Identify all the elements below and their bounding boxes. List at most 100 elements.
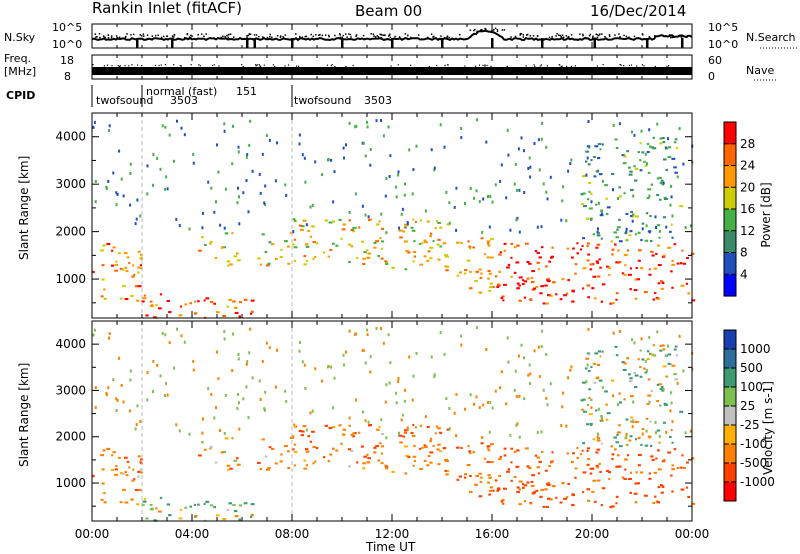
- velocity-cell: [618, 392, 621, 395]
- velocity-cell: [363, 455, 367, 458]
- velocity-cell: [364, 419, 367, 423]
- power-cell: [125, 270, 129, 273]
- velocity-cell: [529, 372, 532, 376]
- noise-search-dot: [229, 33, 232, 35]
- noise-search-dot: [233, 36, 235, 38]
- velocity-cell: [112, 451, 116, 454]
- power-cell: [445, 269, 449, 272]
- velocity-cell: [662, 421, 666, 424]
- velocity-cell: [210, 504, 214, 507]
- power-cell: [389, 154, 392, 158]
- power-cell: [487, 269, 491, 272]
- power-cell: [201, 236, 204, 239]
- velocity-cell: [443, 352, 446, 356]
- power-cell: [343, 156, 345, 160]
- power-cell: [563, 294, 567, 297]
- noise-search-dot: [510, 36, 512, 38]
- power-cell: [657, 264, 662, 267]
- noise-search-dot: [227, 34, 230, 36]
- velocity-cell: [611, 458, 614, 461]
- colorbar-tick-label: 100: [740, 380, 763, 394]
- power-cell: [654, 215, 657, 219]
- power-cell: [94, 200, 97, 204]
- power-cell: [348, 121, 351, 125]
- power-cell: [503, 283, 507, 286]
- power-cell: [354, 125, 357, 129]
- velocity-cell: [307, 435, 311, 438]
- power-cell: [494, 183, 497, 187]
- power-cell: [479, 276, 483, 279]
- noise-search-dot: [186, 33, 189, 35]
- velocity-cell: [385, 436, 388, 440]
- velocity-cell: [647, 394, 652, 397]
- velocity-cell: [561, 405, 564, 409]
- velocity-cell: [598, 462, 601, 465]
- nave-dot: [213, 64, 215, 66]
- power-cell: [565, 292, 569, 295]
- noise-search-dot: [623, 34, 625, 37]
- noise-search-dot: [104, 36, 106, 39]
- velocity-cell: [481, 436, 484, 439]
- velocity-cell: [541, 450, 544, 453]
- power-cell: [656, 177, 659, 180]
- power-cell: [536, 261, 540, 264]
- power-cell: [576, 252, 579, 255]
- noise-search-dot: [690, 36, 693, 38]
- noise-search-dot: [376, 35, 378, 37]
- power-cell: [303, 255, 307, 258]
- velocity-cell: [500, 500, 504, 503]
- velocity-cell: [136, 404, 139, 408]
- power-cell: [581, 244, 584, 247]
- velocity-cell: [628, 439, 632, 442]
- power-cell: [448, 221, 451, 225]
- power-cell: [119, 267, 123, 270]
- velocity-cell: [671, 490, 674, 493]
- nave-dot: [259, 65, 262, 68]
- power-cell: [513, 271, 517, 274]
- velocity-cell: [676, 381, 679, 385]
- power-cell: [323, 251, 326, 254]
- power-cell: [547, 294, 551, 297]
- power-cell: [670, 223, 673, 226]
- power-cell: [671, 263, 675, 266]
- velocity-cell: [492, 489, 495, 492]
- velocity-cell: [582, 398, 586, 401]
- velocity-cell: [534, 454, 538, 457]
- velocity-cell: [622, 368, 627, 371]
- power-cell: [474, 279, 478, 282]
- velocity-cell: [405, 454, 410, 457]
- velocity-cell: [192, 368, 195, 372]
- velocity-cell: [227, 468, 230, 471]
- power-cell: [676, 175, 679, 179]
- nave-dot: [103, 65, 105, 67]
- colorbar-tick-label: 1000: [740, 342, 771, 356]
- velocity-cell: [536, 456, 540, 459]
- velocity-cell: [350, 450, 354, 453]
- colorbar-segment: [724, 425, 736, 445]
- velocity-cell: [364, 361, 367, 365]
- velocity-cell: [222, 518, 227, 521]
- velocity-cell: [311, 430, 315, 433]
- power-cell: [586, 259, 590, 262]
- velocity-cell: [612, 394, 614, 398]
- power-cell: [586, 242, 590, 245]
- velocity-cell: [107, 386, 110, 390]
- velocity-cell: [490, 461, 494, 464]
- power-cell: [628, 173, 633, 176]
- velocity-cell: [615, 465, 618, 468]
- power-cell: [444, 254, 448, 257]
- velocity-cell: [305, 464, 308, 467]
- power-cell: [274, 179, 277, 183]
- velocity-cell: [161, 332, 164, 335]
- velocity-cell: [518, 503, 522, 506]
- velocity-cell: [263, 407, 266, 411]
- nave-dot: [242, 66, 244, 68]
- power-cell: [639, 142, 642, 145]
- power-cell: [232, 300, 236, 303]
- velocity-cell: [134, 427, 137, 431]
- velocity-cell: [166, 503, 170, 506]
- power-cell: [663, 254, 666, 257]
- power-cell: [650, 250, 654, 253]
